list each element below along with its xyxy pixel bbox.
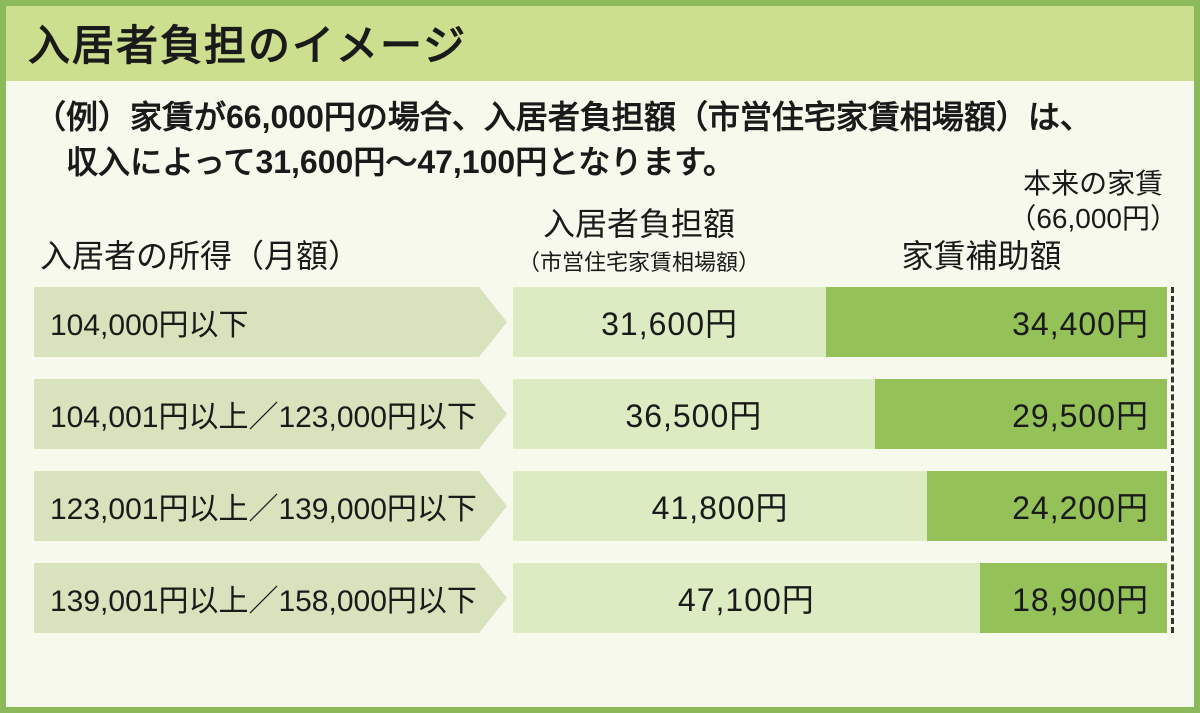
bar-group: 31,600円34,400円 bbox=[513, 287, 1167, 357]
page-title: 入居者負担のイメージ bbox=[28, 12, 1172, 73]
example-line-2: 収入によって31,600円〜47,100円となります。 bbox=[34, 140, 1166, 185]
subsidy-bar: 34,400円 bbox=[826, 287, 1167, 357]
col-header-burden: 入居者負担額 （市営住宅家賃相場額） bbox=[479, 199, 799, 277]
chart-row: 104,000円以下 31,600円34,400円 bbox=[34, 287, 1167, 357]
bar-group: 41,800円24,200円 bbox=[513, 471, 1167, 541]
chart-row: 123,001円以上／139,000円以下 41,800円24,200円 bbox=[34, 471, 1167, 541]
col-header-subsidy: 家賃補助額 bbox=[799, 231, 1164, 277]
example-line-1: （例）家賃が66,000円の場合、入居者負担額（市営住宅家賃相場額）は、 bbox=[34, 95, 1166, 140]
title-bar: 入居者負担のイメージ bbox=[6, 6, 1194, 81]
chart-row: 104,001円以上／123,000円以下 36,500円29,500円 bbox=[34, 379, 1167, 449]
subsidy-bar: 18,900円 bbox=[980, 563, 1167, 633]
burden-bar: 47,100円 bbox=[513, 563, 980, 633]
column-headers: 入居者の所得（月額） 入居者負担額 （市営住宅家賃相場額） 家賃補助額 bbox=[34, 199, 1174, 277]
income-cell: 104,000円以下 bbox=[34, 287, 479, 357]
income-cell: 139,001円以上／158,000円以下 bbox=[34, 563, 479, 633]
chart-rows: 104,000円以下 31,600円34,400円 104,001円以上／123,0… bbox=[34, 287, 1174, 633]
chart-row: 139,001円以上／158,000円以下 47,100円18,900円 bbox=[34, 563, 1167, 633]
income-cell: 104,001円以上／123,000円以下 bbox=[34, 379, 479, 449]
burden-bar: 41,800円 bbox=[513, 471, 927, 541]
subsidy-bar: 24,200円 bbox=[927, 471, 1167, 541]
bar-group: 36,500円29,500円 bbox=[513, 379, 1167, 449]
col-header-burden-sub: （市営住宅家賃相場額） bbox=[518, 250, 760, 275]
burden-bar: 31,600円 bbox=[513, 287, 826, 357]
col-header-income: 入居者の所得（月額） bbox=[34, 231, 479, 277]
col-header-burden-main: 入居者負担額 bbox=[543, 206, 735, 242]
chart-area: 入居者の所得（月額） 入居者負担額 （市営住宅家賃相場額） 家賃補助額 104,… bbox=[6, 189, 1194, 633]
infographic-container: 入居者負担のイメージ （例）家賃が66,000円の場合、入居者負担額（市営住宅家… bbox=[0, 0, 1200, 713]
bar-group: 47,100円18,900円 bbox=[513, 563, 1167, 633]
subsidy-bar: 29,500円 bbox=[875, 379, 1167, 449]
income-cell: 123,001円以上／139,000円以下 bbox=[34, 471, 479, 541]
burden-bar: 36,500円 bbox=[513, 379, 875, 449]
